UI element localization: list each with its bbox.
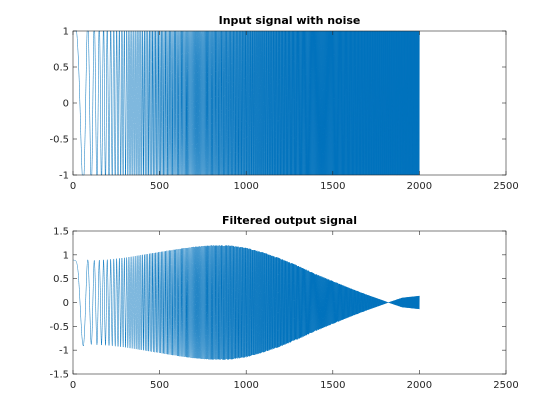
input-xtick-label: 1000: [233, 181, 258, 192]
input-xtick-label: 1500: [320, 181, 345, 192]
input-xtick-label: 2500: [493, 181, 518, 192]
input-xtick-label: 2000: [407, 181, 432, 192]
input-ytick-label: 1: [63, 27, 69, 38]
filtered-ytick-label: 1.5: [53, 227, 69, 238]
input-ytick-label: 0: [63, 99, 69, 110]
axes-filtered-signal: Filtered output signal 0 500 1000 1500 2000 2…: [49, 214, 518, 391]
filtered-xtick-label: 2500: [493, 380, 518, 391]
filtered-ytick-label: -1: [59, 346, 69, 357]
input-xtick-label: 0: [70, 181, 76, 192]
input-ytick-label: -0.5: [49, 135, 69, 146]
filtered-xtick-label: 2000: [407, 380, 432, 391]
input-ytick-label: 0.5: [53, 63, 69, 74]
axes-input-signal: Input signal with noise 0 500 1000 1500 2000…: [49, 14, 518, 192]
filtered-ytick-label: -1.5: [49, 370, 69, 381]
filtered-xtick-label: 1500: [320, 380, 345, 391]
filtered-ytick-label: 0: [63, 298, 69, 309]
input-xtick-label: 500: [150, 181, 169, 192]
filtered-signal-line: [73, 245, 420, 360]
filtered-ytick-label: -0.5: [49, 322, 69, 333]
chart-title-input: Input signal with noise: [219, 14, 361, 27]
filtered-ytick-label: 1: [63, 250, 69, 261]
filtered-ytick-label: 0.5: [53, 274, 69, 285]
filtered-xtick-label: 500: [150, 380, 169, 391]
plot-area-filtered: 0 500 1000 1500 2000 2500 -1.5 -1 -0.5 0 0.5 1 1.5: [49, 227, 518, 392]
filtered-xtick-label: 0: [70, 380, 76, 391]
filtered-xtick-label: 1000: [233, 380, 258, 391]
input-ytick-label: -1: [59, 171, 69, 182]
plot-area-input: 0 500 1000 1500 2000 2500 -1 -0.5 0 0.5 1: [49, 27, 518, 193]
chart-title-filtered: Filtered output signal: [222, 214, 357, 227]
